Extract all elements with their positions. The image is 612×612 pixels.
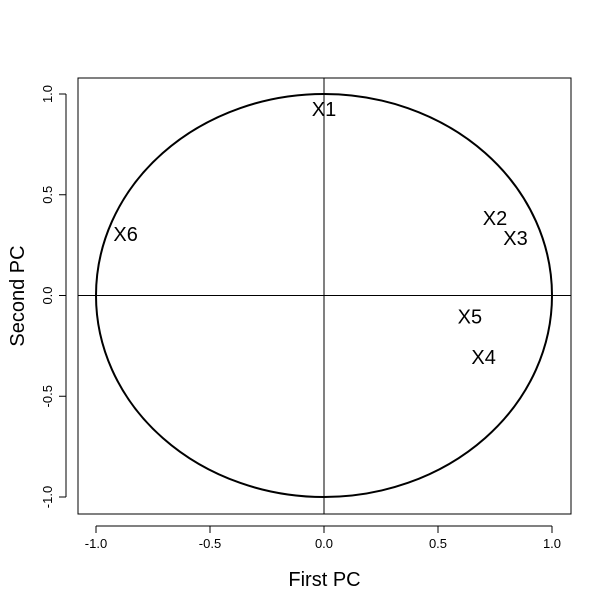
point-label-x3: X3 xyxy=(503,228,527,250)
point-label-x6: X6 xyxy=(113,224,137,246)
y-axis-title: Second PC xyxy=(7,245,29,346)
y-tick-label: 0.0 xyxy=(40,286,55,304)
y-tick-label: -0.5 xyxy=(40,385,55,407)
point-label-x4: X4 xyxy=(471,347,495,369)
x-tick-label: -1.0 xyxy=(85,536,107,551)
x-axis-title: First PC xyxy=(288,569,360,591)
plot-area xyxy=(77,77,572,515)
x-tick-label: -0.5 xyxy=(199,536,221,551)
x-tick-label: 1.0 xyxy=(543,536,561,551)
point-label-x5: X5 xyxy=(458,307,482,329)
x-tick-label: 0.5 xyxy=(429,536,447,551)
y-tick-label: -1.0 xyxy=(40,486,55,508)
axes: -1.0 -0.5 0.0 0.5 1.0 -1.0 -0.5 0.0 0.5 1.0 xyxy=(40,85,561,551)
point-label-x2: X2 xyxy=(483,208,507,230)
x-tick-label: 0.0 xyxy=(315,536,333,551)
y-tick-label: 0.5 xyxy=(40,186,55,204)
point-label-x1: X1 xyxy=(312,99,336,121)
y-tick-label: 1.0 xyxy=(40,85,55,103)
correlation-circle xyxy=(95,93,553,498)
